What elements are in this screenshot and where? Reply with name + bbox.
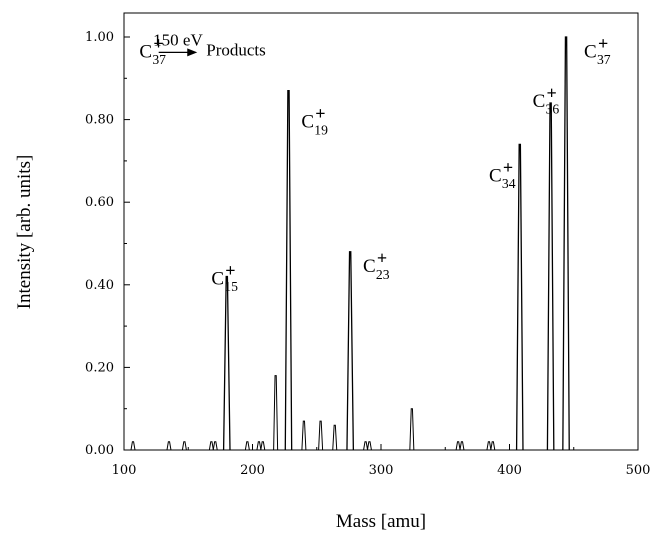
x-tick-label: 300 [369,463,394,478]
peak-label-c34: C 34+ [489,157,516,191]
arrow-head-icon [187,48,198,57]
ion-charge: + [547,83,557,103]
spectrum-peak [366,441,372,451]
spectrum-peak [130,441,136,451]
spectrum-peak [212,441,218,451]
y-tick-label: 0.80 [85,113,114,128]
ion-symbol: C [139,41,152,62]
y-tick-label: 0.20 [85,360,114,375]
spectrum-peak [546,102,555,451]
peak-label-c19: C 19+ [301,104,328,138]
peak-label-c36: C 36+ [533,83,560,117]
spectrum-peak [318,420,324,451]
spectrum-peak [332,424,338,451]
ion-symbol: C [533,91,546,112]
ion-symbol: C [363,256,376,277]
x-tick-label: 500 [626,463,651,478]
spectrum-peak [208,441,214,451]
products-label: Products [206,40,265,59]
spectrum-peak [222,275,231,451]
ion-symbol: C [301,112,314,133]
spectrum-peak [260,441,266,451]
spectrum-peak [515,143,524,451]
peak-annotations: C 15+C 19+C 23+C 34+C 36+C 37+ [211,33,610,294]
peak-label-c23: C 23+ [363,248,390,282]
y-axis-title: Intensity [arb. units] [14,155,35,310]
spectrum-peak [244,441,250,451]
y-tick-label: 0.00 [85,443,114,458]
spectrum-peak [181,441,187,451]
ion-charge: + [225,261,235,281]
ion-charge: + [153,33,163,53]
spectrum-peak [346,251,355,451]
ion-subscript: 23 [376,267,390,282]
ion-subscript: 19 [314,122,328,137]
x-tick-label: 200 [240,463,265,478]
ion-symbol: C [489,165,502,186]
spectrum-peak [486,441,492,451]
y-tick-label: 0.40 [85,278,114,293]
peak-label-c15: C 15+ [211,261,238,295]
x-tick-label: 400 [497,463,522,478]
ion-subscript: 37 [152,52,166,67]
peak-label-c37: C 37+ [584,33,611,67]
spectrum-peak [273,375,279,451]
reactant-label: C 37+ [139,33,166,67]
ion-symbol: C [211,269,224,290]
spectrum-peak [455,441,461,451]
y-axis-ticks: 0.00 0.20 0.40 0.60 0.80 1.00 [85,30,130,458]
ion-charge: + [503,157,513,177]
y-tick-label: 1.00 [85,30,114,45]
spectrum-peaks [130,36,570,451]
ion-charge: + [598,33,608,53]
y-tick-label: 0.60 [85,195,114,210]
ion-charge: + [315,104,325,124]
spectrum-peak [301,420,307,451]
spectrum-peak [562,36,570,451]
plot-frame [123,12,639,451]
spectrum-peak [166,441,172,451]
ion-subscript: 15 [224,279,238,294]
x-axis-title: Mass [amu] [336,511,426,532]
spectrum-peak [459,441,465,451]
spectrum-peak [490,441,496,451]
spectrum-peak [409,408,415,451]
x-axis-ticks: 100 200 300 400 500 [112,444,651,478]
spectrum-peak [256,441,262,451]
ion-symbol: C [584,41,597,62]
spectrum-peak [363,441,369,451]
x-tick-label: 100 [112,463,137,478]
spectrum-peak [284,90,293,451]
ion-subscript: 37 [597,52,611,67]
ion-subscript: 34 [502,176,516,191]
ion-charge: + [377,248,387,268]
collision-energy: 150 eV [153,30,203,49]
ion-subscript: 36 [546,102,560,117]
